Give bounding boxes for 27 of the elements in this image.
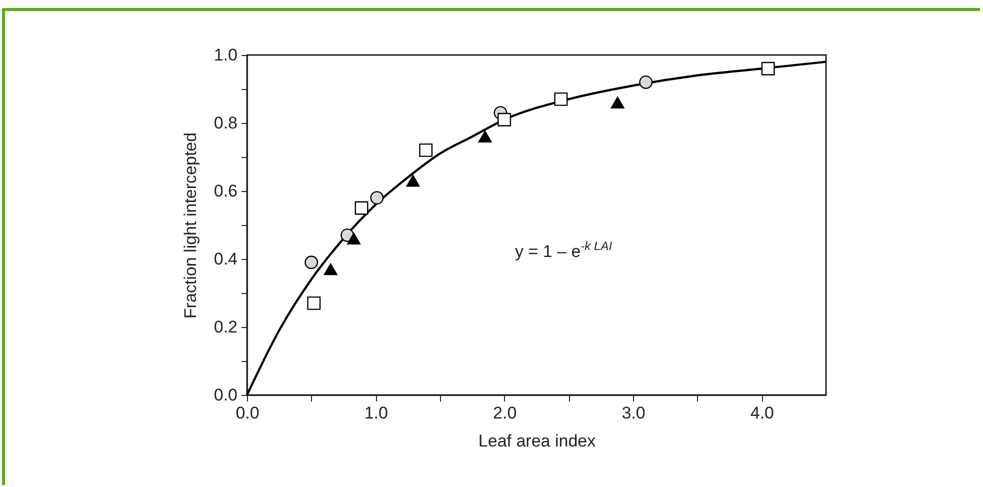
point xyxy=(406,174,420,187)
point xyxy=(639,75,653,89)
y-axis-title: Fraction light intercepted xyxy=(180,132,200,319)
y-tick-label: 0.8 xyxy=(214,114,238,132)
point xyxy=(347,232,361,245)
point xyxy=(324,263,338,276)
x-axis-title: Leaf area index xyxy=(478,432,596,450)
point xyxy=(498,112,512,126)
point xyxy=(304,256,318,270)
x-tick-label: 4.0 xyxy=(750,404,774,422)
annotation: y = 1 – e$^{-k LAI}$ xyxy=(515,239,613,261)
point xyxy=(610,96,624,109)
x-tick-label: 2.0 xyxy=(493,404,517,422)
point xyxy=(370,191,384,205)
point xyxy=(478,130,492,143)
y-tick-label: 0.6 xyxy=(214,182,238,200)
x-tick-label: 1.0 xyxy=(364,404,388,422)
y-tick-label: 0.2 xyxy=(214,318,238,336)
point xyxy=(419,143,433,157)
point xyxy=(307,296,321,310)
y-tick-label: 0.4 xyxy=(214,250,238,268)
point xyxy=(554,92,568,106)
x-tick-label: 3.0 xyxy=(622,404,646,422)
x-tick-label: 0.0 xyxy=(236,404,260,422)
y-tick-label: 1.0 xyxy=(214,46,238,64)
y-tick-label: 0.0 xyxy=(214,386,238,404)
point xyxy=(761,62,775,76)
